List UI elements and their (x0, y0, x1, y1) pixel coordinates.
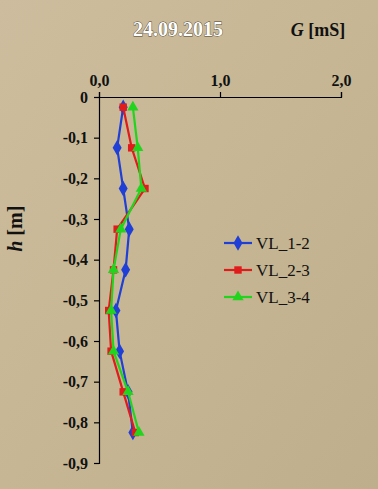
marker (127, 101, 138, 111)
marker (105, 304, 116, 314)
tick-label: -0,5 (63, 292, 88, 309)
tick-mark (220, 92, 221, 97)
tick-label: -0,1 (63, 129, 88, 146)
legend: VL_1-2 VL_2-3 VL_3-4 (224, 234, 310, 307)
legend-label: VL_2-3 (256, 261, 310, 280)
legend-marker (234, 266, 241, 273)
tick-mark (94, 341, 99, 342)
tick: -0,4 (63, 251, 99, 268)
chart: 0,0 1,0 2,0 0 -0,1 -0,2 -0,3 -0,4 -0,5 -0,6 -0,7 -0… (0, 0, 378, 489)
tick-label: 1,0 (211, 72, 231, 89)
tick: -0,2 (63, 170, 99, 187)
tick-label: 2,0 (332, 72, 352, 89)
marker (119, 103, 126, 110)
tick-label: -0,6 (63, 333, 88, 350)
tick-mark (94, 138, 99, 139)
tick-mark (94, 219, 99, 220)
tick: -0,7 (63, 373, 99, 390)
tick-mark (99, 92, 100, 97)
tick-mark (341, 92, 342, 97)
marker (132, 141, 143, 151)
tick: -0,3 (63, 211, 99, 228)
axis-line (94, 98, 100, 464)
tick: -0,5 (63, 292, 99, 309)
tick-label: -0,8 (63, 414, 88, 431)
marker (119, 181, 128, 197)
tick: 1,0 (211, 72, 231, 97)
legend-entry: VL_1-2 (224, 234, 310, 253)
tick-label: -0,7 (63, 373, 88, 390)
x-axis-title: G [mS] (291, 20, 346, 40)
marker (115, 223, 126, 233)
marker (108, 263, 119, 273)
tick-label: -0,2 (63, 170, 88, 187)
x-axis: 0,0 1,0 2,0 (90, 72, 352, 98)
tick-label: 0 (80, 89, 88, 106)
tick-label: -0,9 (63, 455, 88, 472)
legend-marker (234, 235, 243, 251)
marker (136, 182, 147, 192)
y-axis: 0 -0,1 -0,2 -0,3 -0,4 -0,5 -0,6 -0,7 -0,8 -0,9 (63, 89, 100, 472)
tick: 0 (80, 89, 99, 106)
marker (125, 221, 134, 237)
tick-mark (94, 260, 99, 261)
tick: -0,9 (63, 455, 99, 472)
plot: 0,0 1,0 2,0 0 -0,1 -0,2 -0,3 -0,4 -0,5 -0,6 -0,7 -0… (63, 72, 352, 472)
tick: -0,8 (63, 414, 99, 431)
background (0, 0, 378, 489)
tick: -0,1 (63, 129, 99, 146)
marker (122, 385, 133, 395)
title: 24.09.2015 (133, 18, 223, 40)
series-area (105, 99, 149, 440)
marker (121, 262, 130, 278)
legend-label: VL_3-4 (256, 288, 310, 307)
tick-mark (94, 97, 99, 98)
tick: 2,0 (332, 72, 352, 97)
axis-line (100, 92, 342, 98)
marker (113, 140, 122, 156)
y-axis-title: h [m] (4, 206, 26, 252)
legend-entry: VL_3-4 (224, 288, 310, 307)
tick-mark (94, 463, 99, 464)
tick-mark (94, 422, 99, 423)
marker (119, 99, 128, 115)
series-line (109, 107, 145, 432)
tick-label: -0,3 (63, 211, 88, 228)
tick-mark (94, 178, 99, 179)
tick: 0,0 (90, 72, 110, 97)
legend-marker (232, 290, 243, 300)
legend-label: VL_1-2 (256, 234, 310, 253)
tick-label: -0,4 (63, 251, 88, 268)
marker (133, 426, 144, 436)
tick: -0,6 (63, 333, 99, 350)
marker (108, 345, 119, 355)
tick-mark (94, 382, 99, 383)
tick-mark (94, 300, 99, 301)
tick-label: 0,0 (90, 72, 110, 89)
legend-entry: VL_2-3 (224, 261, 310, 280)
